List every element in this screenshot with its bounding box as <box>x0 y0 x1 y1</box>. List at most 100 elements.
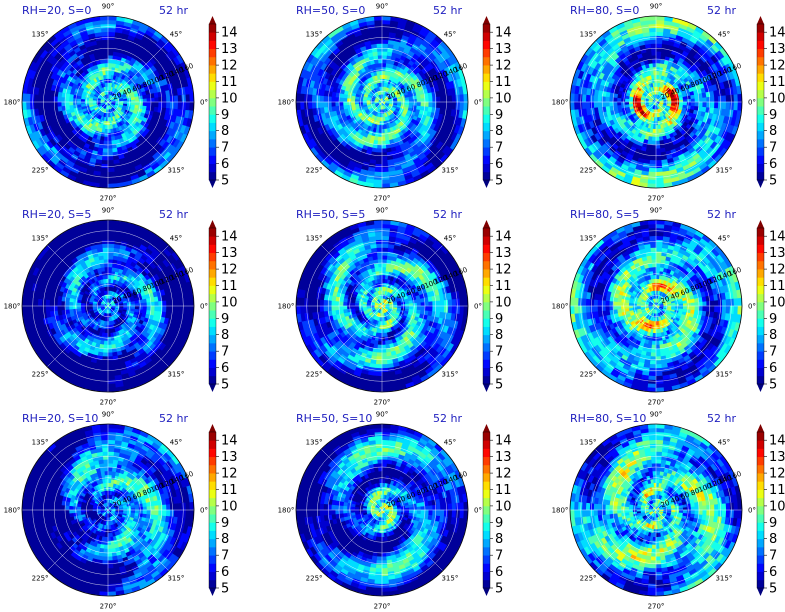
colorbar-level <box>757 89 764 99</box>
field-cell <box>655 175 665 181</box>
field-cell <box>374 27 383 33</box>
colorbar-extend-min <box>209 180 216 188</box>
colorbar-level <box>483 155 490 164</box>
field-cell <box>166 101 171 109</box>
colorbar-tick-label: 7 <box>495 141 503 156</box>
field-cell <box>733 101 739 111</box>
field-cell <box>107 278 112 284</box>
colorbar-level <box>483 24 490 33</box>
field-cell <box>350 98 356 103</box>
field-cell <box>342 97 348 103</box>
angle-tick-label: 315° <box>715 166 732 174</box>
colorbar-tick-label: 10 <box>769 91 785 106</box>
field-cell <box>107 74 112 80</box>
field-cell <box>694 101 700 107</box>
field-cell <box>432 96 438 103</box>
colorbar-level <box>757 48 764 58</box>
field-cell <box>651 140 657 146</box>
field-cell <box>130 305 136 310</box>
field-cell <box>459 101 465 111</box>
angle-tick-label: 45° <box>718 31 730 39</box>
colorbar-tick-label: 12 <box>769 59 785 74</box>
field-cell <box>381 74 386 80</box>
colorbar-level <box>483 106 490 115</box>
contour-field <box>22 16 194 188</box>
field-cell <box>107 54 113 60</box>
colorbar-extend-min <box>757 180 764 188</box>
field-cell <box>721 101 727 110</box>
colorbar-tick-label: 13 <box>769 42 785 57</box>
field-cell <box>173 94 179 103</box>
field-cell <box>52 101 58 108</box>
field-cell <box>375 160 383 165</box>
field-cell <box>573 93 579 103</box>
field-cell <box>651 54 657 60</box>
field-cell <box>311 94 317 103</box>
angle-tick-label: 90° <box>650 3 662 11</box>
field-cell <box>649 43 657 48</box>
field-cell <box>573 101 579 111</box>
field-cell <box>655 167 664 173</box>
colorbar-level <box>483 97 490 107</box>
angle-tick-label: 315° <box>167 166 184 174</box>
field-cell <box>649 160 657 165</box>
field-cell <box>706 101 712 108</box>
field-cell <box>420 101 426 107</box>
field-cell <box>138 101 144 106</box>
field-cell <box>107 39 115 44</box>
colorbar-level <box>757 163 764 173</box>
field-cell <box>376 148 383 154</box>
field-cell <box>381 160 389 165</box>
field-cell <box>68 97 74 103</box>
field-cell <box>624 98 630 103</box>
colorbar-extend-min <box>483 180 490 188</box>
field-cell <box>107 62 113 68</box>
field-cell <box>107 70 112 76</box>
field-cell <box>378 128 383 134</box>
field-cell <box>181 101 187 111</box>
colorbar-extend-max <box>209 16 216 24</box>
field-cell <box>714 95 719 103</box>
field-cell <box>107 175 117 181</box>
field-cell <box>714 101 719 109</box>
colorbar-tick-label: 9 <box>495 108 503 123</box>
field-cell <box>189 101 194 111</box>
field-cell <box>698 97 704 103</box>
field-cell <box>377 54 383 60</box>
colorbar-level <box>483 171 490 181</box>
angle-tick-label: 45° <box>444 31 456 39</box>
field-cell <box>408 101 414 106</box>
field-cell <box>381 70 386 76</box>
colorbar-level <box>757 114 764 123</box>
field-cell <box>378 124 383 130</box>
field-cell <box>381 144 387 150</box>
field-cell <box>447 101 453 110</box>
field-cell <box>381 148 388 154</box>
field-cell <box>101 43 109 48</box>
polar-panel: 90°45°0°315°270°225°180°135°204060801001… <box>4 207 238 407</box>
field-cell <box>671 101 676 105</box>
field-cell <box>655 74 660 80</box>
field-cell <box>107 31 116 37</box>
field-cell <box>649 39 657 44</box>
colorbar-level <box>757 97 764 107</box>
field-cell <box>323 101 328 109</box>
field-cell <box>655 43 663 48</box>
colorbar-tick-label: 5 <box>769 174 777 189</box>
colorbar-tick-label: 6 <box>221 157 229 172</box>
colorbar-level <box>757 40 764 50</box>
field-cell <box>585 94 591 103</box>
angle-tick-label: 135° <box>306 31 323 39</box>
field-cell <box>334 97 340 103</box>
panel-time-label: 52 hr <box>707 4 736 17</box>
field-cell <box>104 132 109 138</box>
colorbar-tick-label: 9 <box>769 108 777 123</box>
field-cell <box>650 46 657 52</box>
field-cell <box>376 50 383 56</box>
field-cell <box>326 96 332 103</box>
field-cell <box>375 43 383 48</box>
field-cell <box>102 46 109 52</box>
field-cell <box>311 101 317 110</box>
colorbar-level <box>757 138 764 148</box>
field-cell <box>330 101 336 108</box>
